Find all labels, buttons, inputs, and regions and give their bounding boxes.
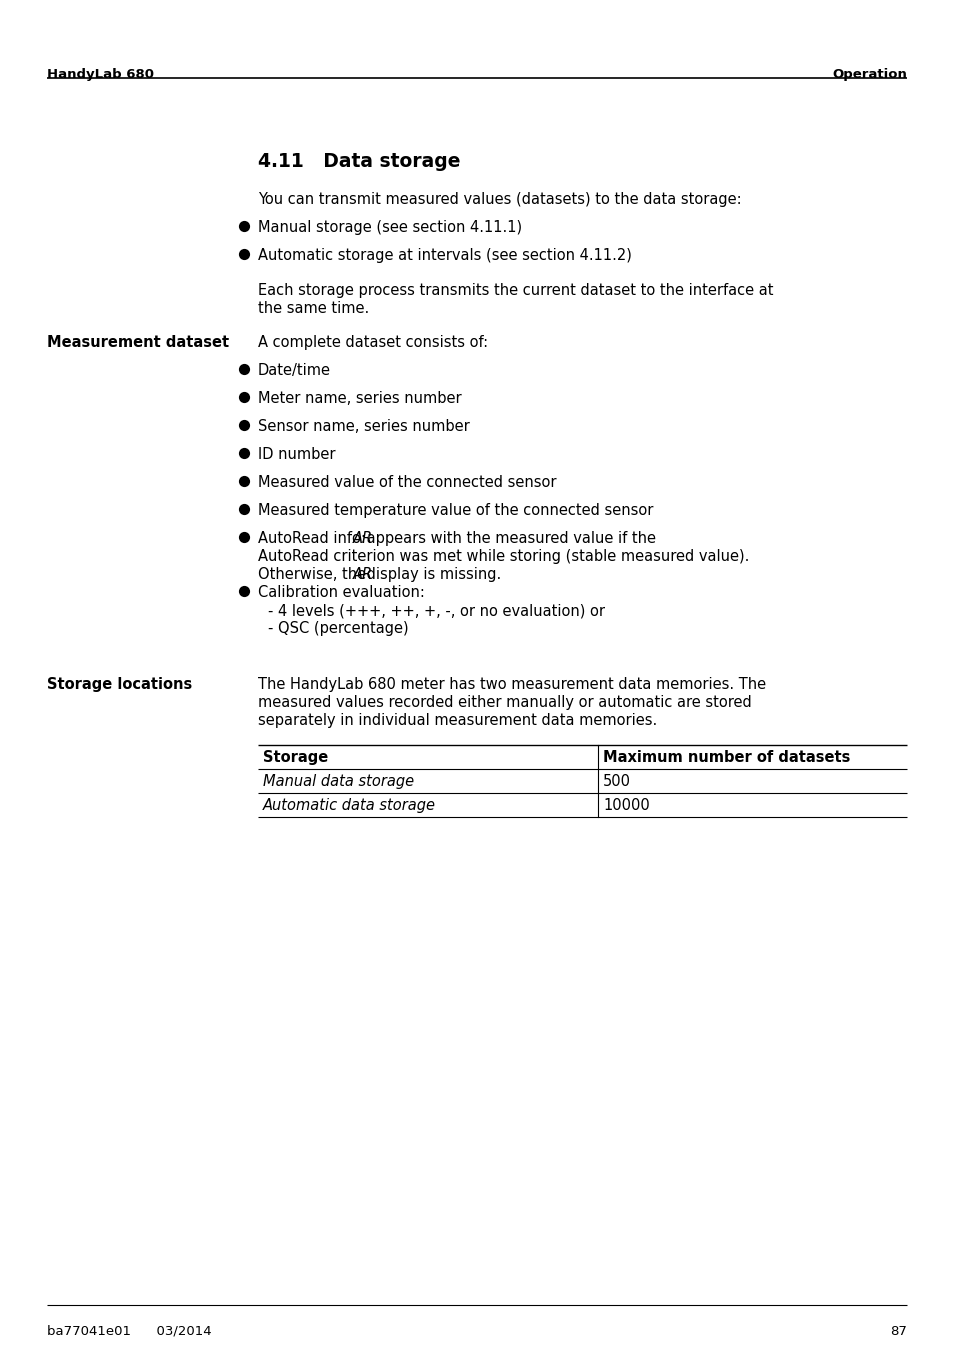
Text: AutoRead info:: AutoRead info:: [257, 531, 370, 545]
Text: AR: AR: [352, 567, 373, 582]
Text: Automatic storage at intervals (see section 4.11.2): Automatic storage at intervals (see sect…: [257, 248, 631, 263]
Text: 87: 87: [889, 1324, 906, 1338]
Point: [236, 243, 252, 265]
Text: Storage: Storage: [263, 751, 328, 765]
Text: measured values recorded either manually or automatic are stored: measured values recorded either manually…: [257, 695, 751, 710]
Text: A complete dataset consists of:: A complete dataset consists of:: [257, 335, 488, 350]
Text: - 4 levels (+++, ++, +, -, or no evaluation) or: - 4 levels (+++, ++, +, -, or no evaluat…: [268, 603, 604, 618]
Text: Storage locations: Storage locations: [47, 676, 193, 693]
Text: 500: 500: [602, 774, 630, 788]
Text: - QSC (percentage): - QSC (percentage): [268, 621, 408, 636]
Text: Measured value of the connected sensor: Measured value of the connected sensor: [257, 475, 556, 490]
Text: Operation: Operation: [831, 68, 906, 81]
Text: 4.11   Data storage: 4.11 Data storage: [257, 153, 460, 171]
Text: Sensor name, series number: Sensor name, series number: [257, 418, 469, 433]
Text: ba77041e01      03/2014: ba77041e01 03/2014: [47, 1324, 212, 1338]
Text: Manual storage (see section 4.11.1): Manual storage (see section 4.11.1): [257, 220, 521, 235]
Point: [236, 443, 252, 464]
Text: The HandyLab 680 meter has two measurement data memories. The: The HandyLab 680 meter has two measureme…: [257, 676, 765, 693]
Text: AutoRead criterion was met while storing (stable measured value).: AutoRead criterion was met while storing…: [257, 549, 749, 564]
Text: Measured temperature value of the connected sensor: Measured temperature value of the connec…: [257, 504, 653, 518]
Text: Automatic data storage: Automatic data storage: [263, 798, 436, 813]
Text: Otherwise, the: Otherwise, the: [257, 567, 371, 582]
Text: appears with the measured value if the: appears with the measured value if the: [361, 531, 655, 545]
Text: ID number: ID number: [257, 447, 335, 462]
Text: Meter name, series number: Meter name, series number: [257, 392, 461, 406]
Text: Date/time: Date/time: [257, 363, 331, 378]
Point: [236, 498, 252, 520]
Point: [236, 358, 252, 379]
Text: Manual data storage: Manual data storage: [263, 774, 414, 788]
Text: display is missing.: display is missing.: [361, 567, 500, 582]
Point: [236, 580, 252, 602]
Text: AR: AR: [352, 531, 373, 545]
Point: [236, 526, 252, 548]
Text: the same time.: the same time.: [257, 301, 369, 316]
Point: [236, 470, 252, 491]
Text: Calibration evaluation:: Calibration evaluation:: [257, 585, 424, 599]
Text: You can transmit measured values (datasets) to the data storage:: You can transmit measured values (datase…: [257, 192, 740, 207]
Text: 10000: 10000: [602, 798, 649, 813]
Text: Maximum number of datasets: Maximum number of datasets: [602, 751, 849, 765]
Point: [236, 386, 252, 408]
Point: [236, 414, 252, 436]
Point: [236, 215, 252, 236]
Text: HandyLab 680: HandyLab 680: [47, 68, 153, 81]
Text: Each storage process transmits the current dataset to the interface at: Each storage process transmits the curre…: [257, 284, 773, 298]
Text: Measurement dataset: Measurement dataset: [47, 335, 229, 350]
Text: separately in individual measurement data memories.: separately in individual measurement dat…: [257, 713, 657, 728]
